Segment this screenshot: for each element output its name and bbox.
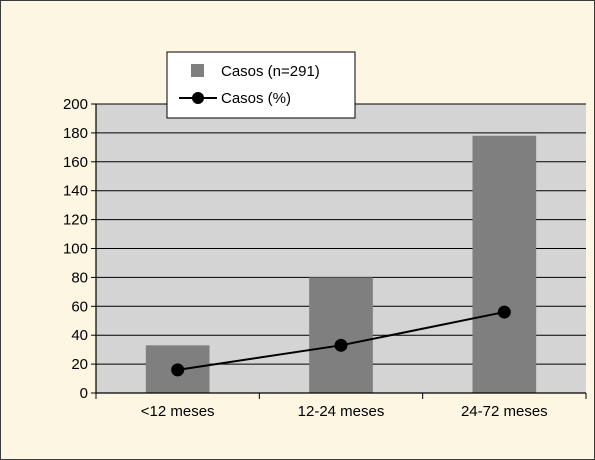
y-tick-label: 20 bbox=[71, 356, 88, 373]
x-tick-label: 12-24 meses bbox=[298, 403, 385, 420]
bar bbox=[309, 277, 373, 393]
y-tick-label: 60 bbox=[71, 298, 88, 315]
line-point bbox=[334, 338, 348, 352]
x-tick-label: 24-72 meses bbox=[461, 403, 548, 420]
x-tick-label: <12 meses bbox=[141, 403, 215, 420]
y-tick-label: 100 bbox=[63, 241, 88, 258]
x-axis-ticks: <12 meses 12-24 meses 24-72 meses bbox=[95, 393, 587, 420]
y-tick-label: 160 bbox=[63, 154, 88, 171]
bar-series bbox=[145, 135, 537, 394]
y-tick-label: 200 bbox=[63, 96, 88, 113]
line-point bbox=[171, 363, 185, 377]
legend-swatch-marker bbox=[192, 92, 204, 104]
y-tick-label: 120 bbox=[63, 212, 88, 229]
line-series bbox=[171, 305, 511, 377]
legend-label-line: Casos (%) bbox=[221, 90, 291, 107]
legend-label-bar: Casos (n=291) bbox=[221, 63, 320, 80]
y-tick-label: 40 bbox=[71, 327, 88, 344]
y-tick-label: 180 bbox=[63, 125, 88, 142]
bar bbox=[472, 135, 537, 394]
y-tick-label: 0 bbox=[80, 385, 88, 402]
y-tick-label: 80 bbox=[71, 269, 88, 286]
y-axis-ticks: 0 20 40 60 80 100 120 140 160 180 200 bbox=[63, 96, 96, 402]
legend-box bbox=[166, 51, 356, 119]
legend: Casos (n=291) Casos (%) bbox=[166, 51, 356, 119]
y-tick-label: 140 bbox=[63, 183, 88, 200]
legend-swatch-bar bbox=[191, 64, 204, 77]
line-point bbox=[497, 305, 511, 319]
